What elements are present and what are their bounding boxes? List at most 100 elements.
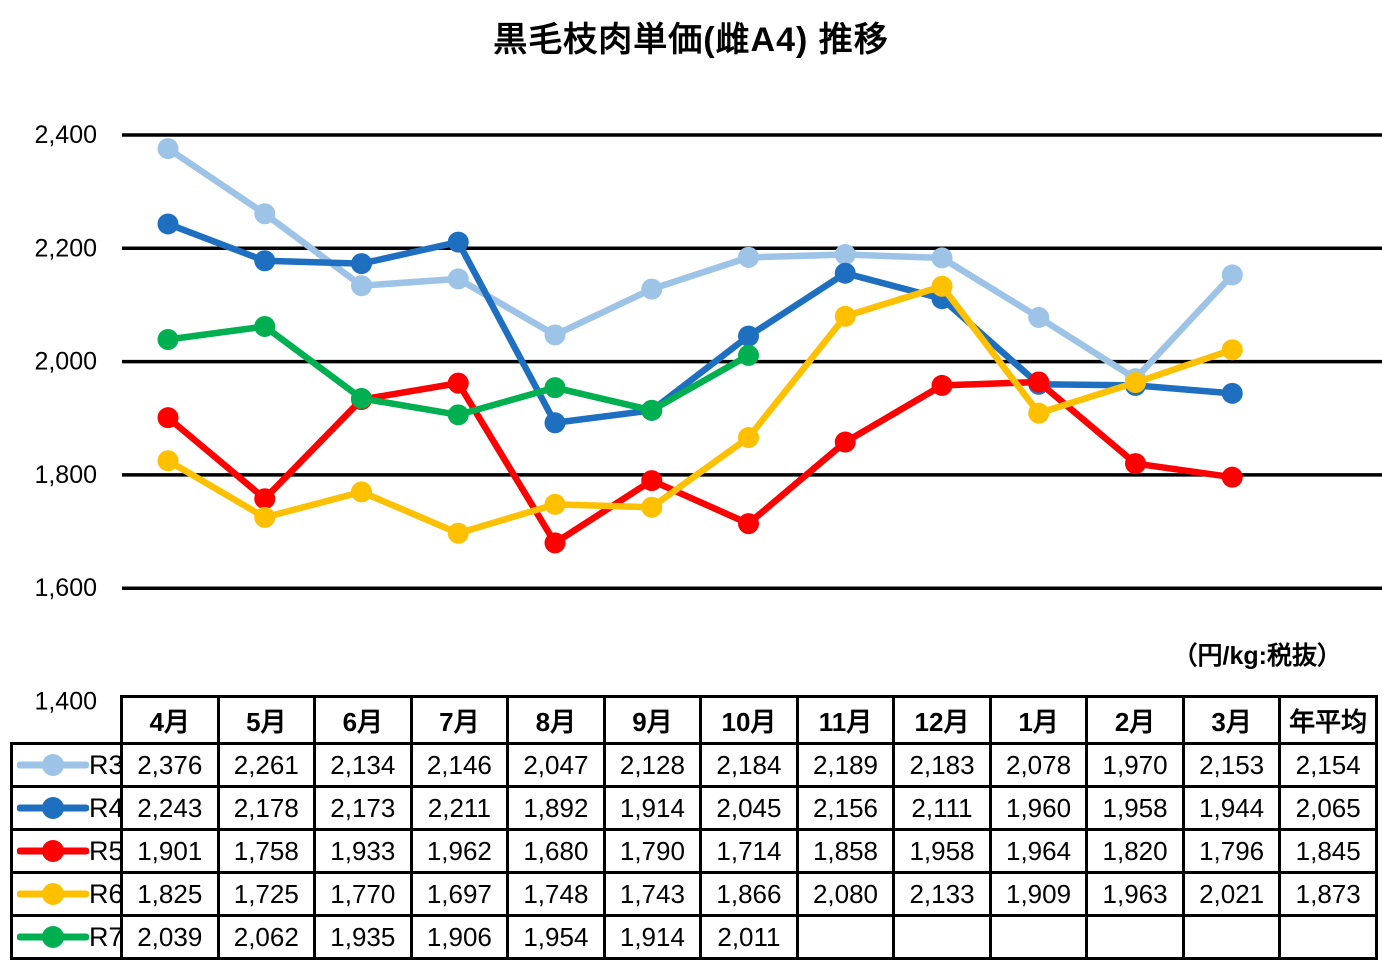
data-point-R7 [544, 377, 566, 399]
table-cell: 1,796 [1181, 828, 1282, 874]
legend-icon-R4 [17, 797, 89, 819]
table-cell: 1,892 [506, 785, 606, 831]
data-point-R4 [738, 325, 759, 347]
legend-label: R4 [89, 792, 122, 823]
column-header: 2月 [1085, 695, 1185, 745]
table-cell: 2,047 [506, 742, 606, 788]
table-cell: 1,964 [988, 828, 1089, 874]
data-point-R6 [351, 481, 372, 503]
column-header: 6月 [313, 695, 413, 745]
table-cell: 2,062 [216, 914, 317, 960]
data-point-R5 [641, 470, 663, 492]
table-cell: 1,901 [120, 828, 220, 874]
table-cell: 2,133 [892, 871, 992, 917]
table-row-R4: R4 2,243 2,178 2,173 2,211 1,892 1,914 2,045 2,1… [10, 785, 1378, 831]
legend-label: R6 [89, 878, 122, 909]
table-cell: 1,958 [892, 828, 992, 874]
table-cell: 1,866 [699, 871, 799, 917]
column-header: 4月 [120, 695, 220, 745]
data-point-R5 [1028, 371, 1050, 393]
table-cell: 1,944 [1181, 785, 1282, 831]
table-cell: 1,962 [409, 828, 510, 874]
column-header: 3月 [1181, 695, 1282, 745]
table-cell: 2,261 [216, 742, 317, 788]
data-point-R3 [931, 247, 953, 269]
data-point-R7 [641, 399, 663, 421]
table-row-R7: R7 2,039 2,062 1,935 1,906 1,954 1,914 2,011 [10, 914, 1378, 960]
series-line-R6 [164, 283, 1236, 537]
table-cell: 1,770 [313, 871, 413, 917]
y-axis-label: 2,400 [34, 121, 97, 149]
table-cell: 2,173 [313, 785, 413, 831]
column-header: 1月 [988, 695, 1089, 745]
data-point-R3 [1221, 264, 1243, 286]
data-point-R7 [157, 329, 179, 351]
data-point-R4 [544, 412, 566, 434]
legend-icon-R3 [17, 754, 89, 776]
table-cell: 1,914 [602, 785, 703, 831]
table-cell: 1,845 [1278, 828, 1378, 874]
table-row-R5: R5 1,901 1,758 1,933 1,962 1,680 1,790 1,714 1,8… [10, 828, 1378, 874]
column-header: 9月 [602, 695, 703, 745]
units-label: （円/kg:税抜） [1172, 642, 1342, 670]
data-point-R4 [351, 253, 372, 275]
data-point-R6 [157, 450, 179, 472]
legend-icon-R6 [17, 883, 89, 905]
table-cell: 2,178 [216, 785, 317, 831]
table-cell: 2,154 [1278, 742, 1378, 788]
legend-label: R3 [89, 749, 122, 780]
table-cell: 2,376 [120, 742, 220, 788]
legend-cell-R4: R4 [10, 785, 123, 831]
table-cell: 2,146 [409, 742, 510, 788]
table-cell: 2,156 [795, 785, 896, 831]
data-point-R5 [544, 532, 566, 554]
data-point-R7 [351, 387, 372, 409]
table-cell: 1,714 [699, 828, 799, 874]
data-point-R3 [447, 268, 469, 290]
table-cell: 2,211 [409, 785, 510, 831]
data-point-R5 [931, 374, 953, 396]
data-point-R6 [834, 305, 856, 327]
data-point-R3 [157, 138, 179, 160]
table-cell [892, 914, 992, 960]
table-row-R6: R6 1,825 1,725 1,770 1,697 1,748 1,743 1,866 2,0… [10, 871, 1378, 917]
legend-icon-R7 [17, 926, 89, 948]
y-axis-label: 1,600 [34, 574, 97, 602]
data-point-R6 [738, 427, 759, 449]
data-point-R6 [254, 506, 276, 528]
y-axis-label: 2,200 [34, 234, 97, 262]
series-line-R4 [164, 220, 1236, 427]
table-cell: 1,743 [602, 871, 703, 917]
table-cell [1181, 914, 1282, 960]
chart-title: 黒毛枝肉単価(雌A4) 推移 [493, 21, 889, 59]
y-axis-label: 1,800 [34, 461, 97, 489]
table-cell: 1,725 [216, 871, 317, 917]
table-cell: 2,080 [795, 871, 896, 917]
column-header: 7月 [409, 695, 510, 745]
column-header: 12月 [892, 695, 992, 745]
table-cell: 1,758 [216, 828, 317, 874]
legend-label: R7 [89, 921, 122, 952]
table-cell: 1,970 [1085, 742, 1185, 788]
table-cell: 1,825 [120, 871, 220, 917]
column-header: 11月 [795, 695, 896, 745]
table-cell: 1,680 [506, 828, 606, 874]
data-point-R3 [351, 275, 372, 297]
data-point-R5 [1221, 466, 1243, 488]
data-point-R6 [931, 275, 953, 297]
table-cell: 1,790 [602, 828, 703, 874]
data-point-R5 [738, 513, 759, 535]
table-cell: 1,858 [795, 828, 896, 874]
data-point-R3 [834, 244, 856, 266]
table-cell: 1,909 [988, 871, 1089, 917]
series-line-R5 [164, 378, 1236, 547]
legend-cell-R5: R5 [10, 828, 123, 874]
data-point-R4 [157, 213, 179, 235]
data-point-R4 [1221, 382, 1243, 404]
table-cell: 1,748 [506, 871, 606, 917]
table-cell: 2,128 [602, 742, 703, 788]
series-line-R3 [164, 145, 1236, 382]
table-cell: 1,820 [1085, 828, 1185, 874]
table-cell: 1,697 [409, 871, 510, 917]
